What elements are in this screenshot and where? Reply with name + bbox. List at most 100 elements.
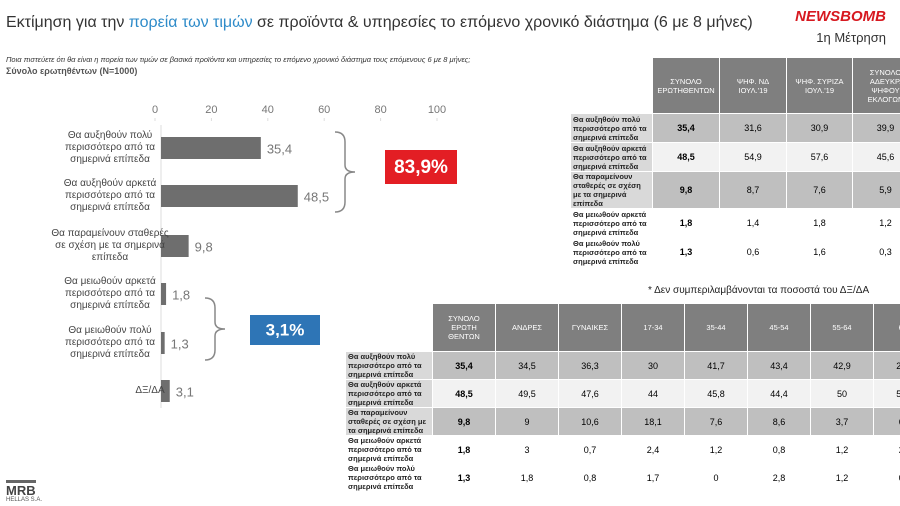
- category-label: Θα αυξηθούν αρκετά περισσότερο από τα ση…: [63, 178, 157, 213]
- category-label: Θα μειωθούν αρκετά περισσότερο από τα ση…: [64, 276, 156, 311]
- value-label: 3,1: [176, 384, 194, 399]
- row-label: Θα παραμείνουν σταθερές σε σχέση με τα σ…: [570, 171, 653, 209]
- brand: MRB: [6, 480, 36, 498]
- x-tick-label: 60: [318, 104, 330, 116]
- table-cell: 1,4: [719, 208, 787, 238]
- table-cell: 7,6: [684, 407, 748, 436]
- table-cell: 0,8: [558, 463, 622, 492]
- table-cell: 1,6: [786, 237, 853, 267]
- table-cell: 3,7: [810, 407, 874, 436]
- annotation: 3,1%: [266, 320, 305, 339]
- table-cell: 1,3: [432, 463, 496, 492]
- table-cell: 30,9: [786, 113, 853, 143]
- annotation-box: [385, 150, 457, 184]
- bar: [161, 332, 165, 354]
- table-row: Θα μειωθούν πολύ περισσότερο από τα σημε…: [345, 463, 900, 492]
- x-tick-label: 20: [205, 104, 217, 116]
- table-cell: 6,3: [873, 407, 900, 436]
- table-cell: 0,8: [747, 435, 811, 464]
- table-cell: 35,4: [652, 113, 720, 143]
- header-row: ΣΥΝΟΛΟ ΕΡΩΤΗ ΘΕΝΤΩΝ ΑΝΔΡΕΣ ΓΥΝΑΙΚΕΣ 17-34 35…: [345, 303, 900, 352]
- table-cell: 9,8: [432, 407, 496, 436]
- header-cell: 17-34: [621, 303, 685, 352]
- table-cell: 9,8: [652, 171, 720, 209]
- row-label: Θα αυξηθούν πολύ περισσότερο από τα σημε…: [570, 113, 653, 143]
- header-cell: ΨΗΦ. ΝΔ ΙΟΥΛ.'19: [719, 57, 787, 114]
- table-cell: 34,5: [495, 351, 559, 380]
- bracket: [334, 131, 356, 213]
- header-cell: 65+: [873, 303, 900, 352]
- table-cell: 48,5: [652, 142, 720, 172]
- wave: 1η Μέτρηση: [816, 30, 886, 45]
- row-label: Θα μειωθούν πολύ περισσότερο από τα σημε…: [345, 463, 433, 492]
- table-cell: 30: [621, 351, 685, 380]
- table-cell: 57,6: [786, 142, 853, 172]
- row-label: Θα μειωθούν αρκετά περισσότερο από τα ση…: [345, 435, 433, 464]
- table-row: Θα παραμείνουν σταθερές σε σχέση με τα σ…: [570, 171, 900, 209]
- row-label: Θα μειωθούν αρκετά περισσότερο από τα ση…: [570, 208, 653, 238]
- table-cell: 0,7: [558, 435, 622, 464]
- table-cell: 26,6: [873, 351, 900, 380]
- title: Εκτίμηση για την πορεία των τιμών σε προ…: [6, 14, 753, 32]
- header-cell: ΣΥΝΟΛΟ ΑΔΕΥΚΡ. ΨΗΦΟΥ ΕΚΛΟΓΩΝ: [852, 57, 900, 114]
- data-table: ΣΥΝΟΛΟ ΕΡΩΤΗΘΕΝΤΩΝ ΨΗΦ. ΝΔ ΙΟΥΛ.'19 ΨΗΦ. Σ…: [570, 57, 900, 267]
- header-cell: 45-54: [747, 303, 811, 352]
- table-cell: 2,7: [873, 435, 900, 464]
- table-cell: 31,6: [719, 113, 787, 143]
- x-tick-label: 100: [428, 104, 446, 116]
- table-cell: 36,3: [558, 351, 622, 380]
- header-cell: ΣΥΝΟΛΟ ΕΡΩΤΗ ΘΕΝΤΩΝ: [432, 303, 496, 352]
- table-cell: 9: [495, 407, 559, 436]
- table-row: Θα αυξηθούν αρκετά περισσότερο από τα ση…: [345, 379, 900, 408]
- table-row: Θα αυξηθούν πολύ περισσότερο από τα σημε…: [345, 351, 900, 380]
- table-cell: 2,8: [747, 463, 811, 492]
- table-row: Θα μειωθούν αρκετά περισσότερο από τα ση…: [345, 435, 900, 464]
- header-cell: ΓΥΝΑΙΚΕΣ: [558, 303, 622, 352]
- title-part: σε προϊόντα & υπηρεσίες το επόμενο χρονι…: [252, 14, 753, 31]
- header-cell: [345, 303, 433, 352]
- value-label: 35,4: [267, 141, 292, 156]
- bar: [161, 283, 167, 305]
- category-label: Θα αυξηθούν πολύ περισσότερο από τα σημε…: [64, 130, 156, 165]
- x-tick-label: 80: [374, 104, 386, 116]
- table-cell: 0: [684, 463, 748, 492]
- table-cell: 43,4: [747, 351, 811, 380]
- table-cell: 8,6: [747, 407, 811, 436]
- table-row: Θα αυξηθούν αρκετά περισσότερο από τα ση…: [570, 142, 900, 172]
- table-cell: 58,2: [873, 379, 900, 408]
- bracket: [204, 297, 226, 361]
- table-row: Θα μειωθούν πολύ περισσότερο από τα σημε…: [570, 237, 900, 267]
- table-cell: 1,8: [495, 463, 559, 492]
- table-cell: 1,2: [810, 463, 874, 492]
- header-row: ΣΥΝΟΛΟ ΕΡΩΤΗΘΕΝΤΩΝ ΨΗΦ. ΝΔ ΙΟΥΛ.'19 ΨΗΦ. Σ…: [570, 57, 900, 114]
- annotation: 83,9%: [394, 157, 448, 178]
- category-label: ΔΞ/ΔΑ: [135, 385, 165, 396]
- value-label: 1,8: [172, 287, 190, 302]
- table-row: Θα μειωθούν αρκετά περισσότερο από τα ση…: [570, 208, 900, 238]
- bar: [161, 137, 261, 159]
- table-cell: 1,3: [652, 237, 720, 267]
- bar: [161, 185, 298, 207]
- header-cell: 35-44: [684, 303, 748, 352]
- row-label: Θα αυξηθούν αρκετά περισσότερο από τα ση…: [570, 142, 653, 172]
- row-label: Θα αυξηθούν πολύ περισσότερο από τα σημε…: [345, 351, 433, 380]
- table-cell: 18,1: [621, 407, 685, 436]
- question: Ποια πιστεύετε ότι θα είναι η πορεία των…: [6, 55, 471, 64]
- brand-sub: HELLAS S.A.: [6, 497, 43, 503]
- bar: [161, 235, 189, 257]
- table-cell: 5,9: [852, 171, 900, 209]
- table-cell: 1,8: [432, 435, 496, 464]
- logo: NEWSBOMB: [795, 8, 886, 25]
- header-cell: ΣΥΝΟΛΟ ΕΡΩΤΗΘΕΝΤΩΝ: [652, 57, 720, 114]
- header-cell: [570, 57, 653, 114]
- value-label: 9,8: [195, 239, 213, 254]
- row-label: Θα αυξηθούν αρκετά περισσότερο από τα ση…: [345, 379, 433, 408]
- table-cell: 1,2: [852, 208, 900, 238]
- table-cell: 54,9: [719, 142, 787, 172]
- category-label: Θα μειωθούν πολύ περισσότερο από τα σημε…: [64, 325, 156, 360]
- table-cell: 44,4: [747, 379, 811, 408]
- table-cell: 0,3: [852, 237, 900, 267]
- header-cell: 55-64: [810, 303, 874, 352]
